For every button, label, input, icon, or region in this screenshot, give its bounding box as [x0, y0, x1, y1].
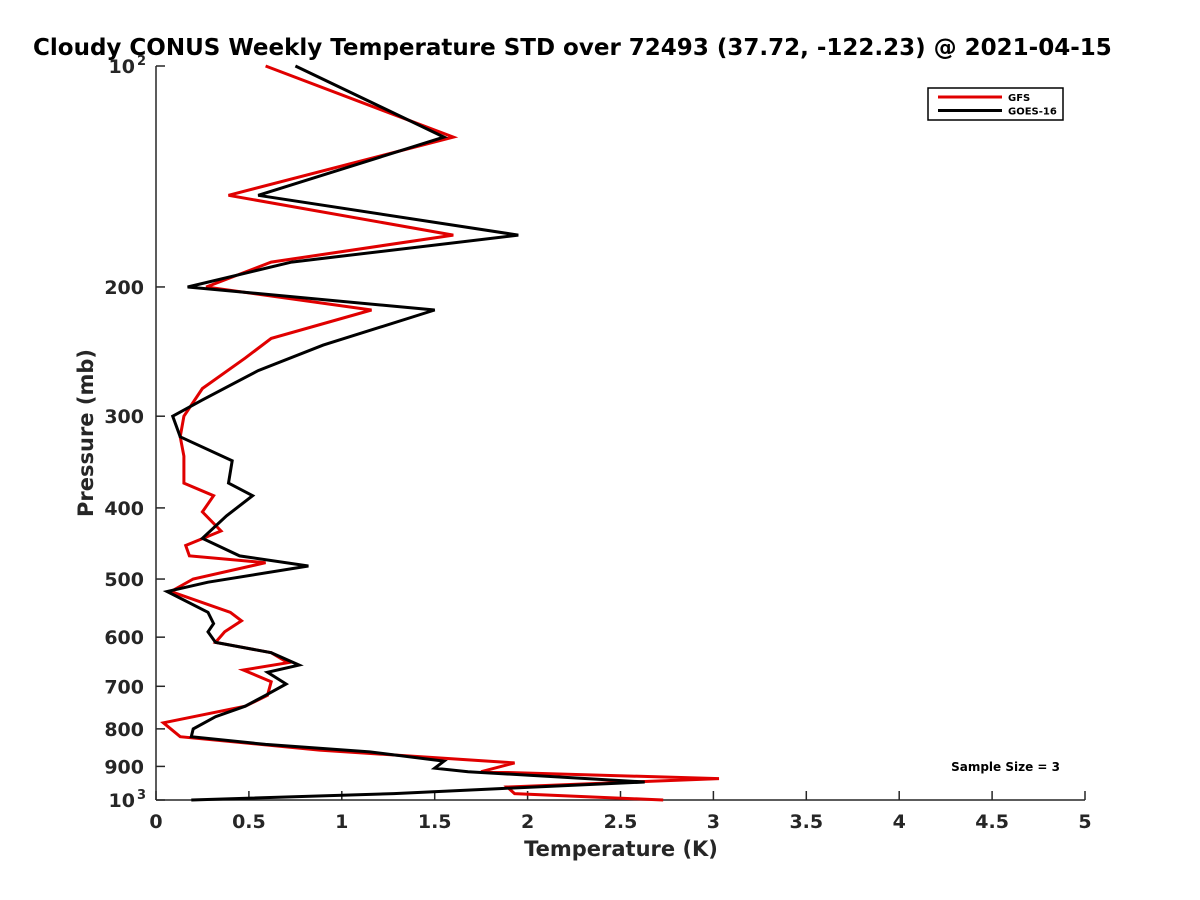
y-tick-label: 200 — [104, 277, 144, 299]
y-tick-label: 400 — [104, 498, 144, 520]
y-tick-label: 500 — [104, 569, 144, 591]
legend-label: GOES-16 — [1008, 107, 1057, 118]
x-tick-label: 1 — [335, 811, 348, 833]
y-tick-label: 900 — [104, 756, 144, 778]
x-tick-label: 4 — [893, 811, 906, 833]
x-tick-label: 4.5 — [975, 811, 1009, 833]
y-tick-exponent: 2 — [137, 54, 146, 69]
sample-size-annotation: Sample Size = 3 — [951, 760, 1060, 774]
y-tick-label: 10 — [109, 790, 135, 812]
y-tick-label: 800 — [104, 719, 144, 741]
x-tick-label: 3 — [707, 811, 720, 833]
axes: 0 0.5 1 1.5 2 2.5 3 3.5 4 4.5 510 22003004005006007… — [104, 54, 1091, 833]
x-tick-label: 2.5 — [604, 811, 638, 833]
y-tick-label: 300 — [104, 406, 144, 428]
x-tick-label: 3.5 — [789, 811, 823, 833]
series-line-goes-16 — [162, 64, 645, 802]
x-tick-label: 1.5 — [418, 811, 452, 833]
x-tick-label: 5 — [1078, 811, 1091, 833]
x-axis-title: Temperature (K) — [524, 837, 718, 861]
x-tick-label: 2 — [521, 811, 534, 833]
x-tick-label: 0 — [149, 811, 162, 833]
y-tick-label: 600 — [104, 627, 144, 649]
x-tick-label: 0.5 — [232, 811, 266, 833]
legend-label: GFS — [1008, 93, 1030, 104]
y-tick-label: 10 — [109, 56, 135, 78]
series-line-gfs — [160, 64, 720, 802]
y-tick-exponent: 3 — [137, 788, 146, 803]
plot-lines — [160, 64, 720, 802]
y-tick-label: 700 — [104, 676, 144, 698]
chart-title: Cloudy CONUS Weekly Temperature STD over… — [33, 35, 1112, 61]
legend: GFS GOES-16 — [927, 87, 1064, 121]
legend-box — [927, 87, 1064, 121]
y-axis-title: Pressure (mb) — [74, 349, 98, 517]
